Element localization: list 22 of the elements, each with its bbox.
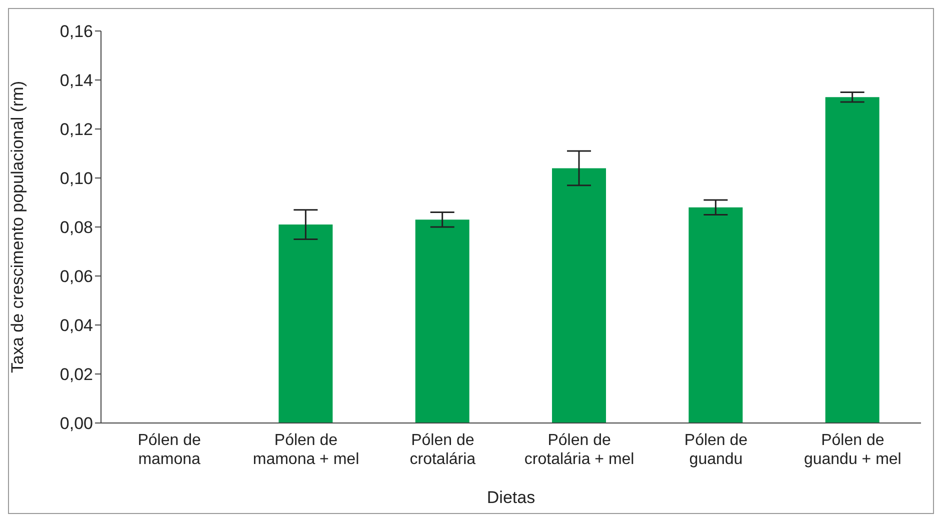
bar	[688, 207, 743, 423]
x-tick-label: Pólen de guandu + mel	[804, 432, 902, 468]
x-tick-label: Pólen de mamona	[138, 432, 202, 468]
y-tick-label: 0,02	[60, 365, 93, 384]
y-tick-label: 0,16	[60, 22, 93, 42]
y-tick-label: 0,06	[60, 267, 93, 286]
bar	[278, 224, 333, 423]
x-tick-label: Pólen de guandu	[684, 432, 748, 468]
bar	[552, 168, 606, 423]
y-tick-label: 0,00	[60, 414, 93, 434]
bar	[825, 97, 880, 423]
y-tick-label: 0,08	[60, 218, 93, 238]
y-tick-label: 0,04	[60, 316, 93, 336]
bar	[415, 220, 470, 423]
y-tick-label: 0,10	[60, 169, 93, 188]
y-tick-label: 0,14	[60, 71, 93, 90]
x-tick-label: Pólen de mamona + mel	[252, 432, 360, 468]
x-tick-label: Pólen de crotalária + mel	[524, 432, 634, 468]
x-tick-label: Pólen de crotalária	[410, 432, 476, 468]
y-axis-title: Taxa de crescimento populacional (rm)	[8, 81, 28, 373]
y-tick-label: 0,12	[60, 120, 93, 140]
x-axis-title: Dietas	[486, 488, 536, 507]
